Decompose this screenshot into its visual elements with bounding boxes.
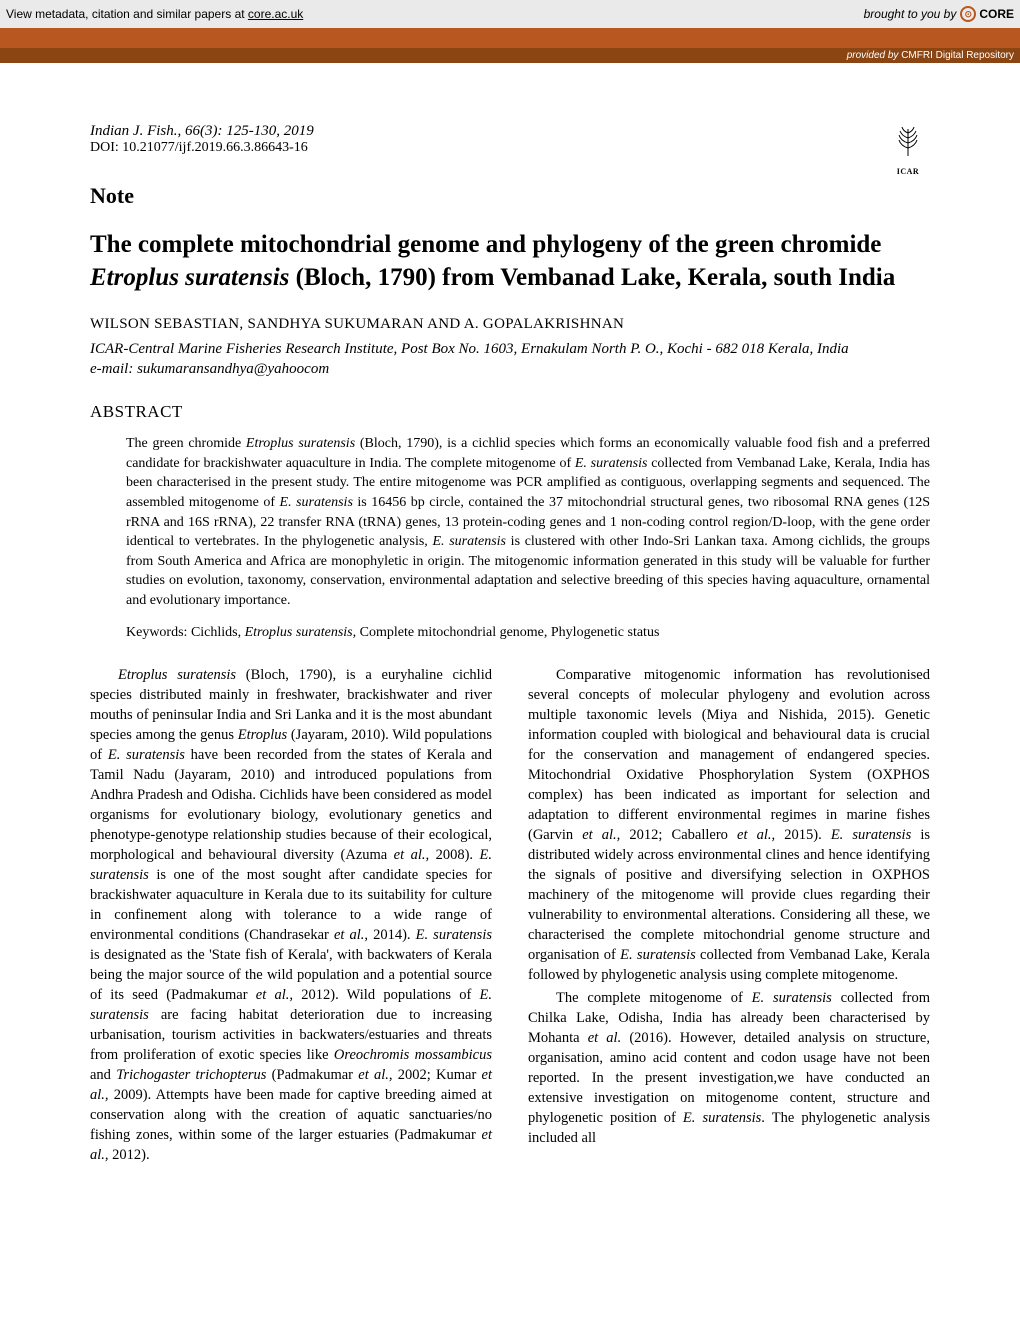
title-part1: The complete mitochondrial genome and ph… [90, 231, 881, 258]
rp1-c: 2012; Caballero [620, 827, 737, 843]
note-heading: Note [90, 183, 930, 209]
lp-x: 2002; Kumar [393, 1067, 482, 1083]
abs-sp3: E. suratensis [280, 495, 353, 510]
core-right-prefix: brought to you by [864, 7, 957, 21]
doi: DOI: 10.21077/ijf.2019.66.3.86643-16 [90, 140, 314, 156]
journal-citation: Indian J. Fish., 66(3): 125-130, 2019 [90, 123, 314, 140]
authors: WILSON SEBASTIAN, SANDHYA SUKUMARAN AND … [90, 316, 930, 333]
lp-m: E. suratensis [416, 927, 492, 943]
abs-sp4: E. suratensis [432, 534, 506, 549]
lp-f: have been recorded from the states of Ke… [90, 747, 492, 863]
kw-label: Keywords: [126, 625, 191, 640]
repo-line: provided by CMFRI Digital Repository [0, 48, 1020, 63]
right-column: Comparative mitogenomic information has … [528, 665, 930, 1168]
article-title: The complete mitochondrial genome and ph… [90, 229, 930, 294]
lp-t: and [90, 1067, 116, 1083]
core-banner-left: View metadata, citation and similar pape… [6, 7, 303, 21]
rp2-f: E. suratensis [683, 1110, 761, 1126]
title-part2: (Bloch, 1790) from Vembanad Lake, Kerala… [289, 264, 895, 291]
title-species: Etroplus suratensis [90, 264, 289, 291]
rp1-e: 2015). [775, 827, 831, 843]
journal-meta: Indian J. Fish., 66(3): 125-130, 2019 DO… [90, 123, 314, 156]
rp1-f: E. suratensis [831, 827, 911, 843]
abstract-body: The green chromide Etroplus suratensis (… [126, 434, 930, 610]
rp1-h: E. suratensis [620, 947, 696, 963]
header-row: Indian J. Fish., 66(3): 125-130, 2019 DO… [90, 123, 930, 173]
abs-sp1: Etroplus suratensis [246, 436, 355, 451]
lp-u: Trichogaster trichopterus [116, 1067, 266, 1083]
affiliation: ICAR-Central Marine Fisheries Research I… [90, 339, 930, 359]
core-banner: View metadata, citation and similar pape… [0, 0, 1020, 28]
icar-logo: ICAR [886, 123, 930, 173]
lp-l: 2014). [368, 927, 416, 943]
lp-o: et al., [256, 987, 293, 1003]
rp2-d: et al. [588, 1030, 622, 1046]
abstract-heading: ABSTRACT [90, 402, 930, 422]
rp1-a: Comparative mitogenomic information has … [528, 667, 930, 843]
wheat-icon [888, 121, 928, 167]
core-logo-icon: ⊙ [960, 6, 976, 22]
kw-sp: Etroplus suratensis, [245, 625, 357, 640]
lp-p: 2012). Wild populations of [293, 987, 479, 1003]
core-link[interactable]: core.ac.uk [248, 7, 303, 21]
lp-z: 2009). Attempts have been made for capti… [90, 1087, 492, 1143]
lp-h: 2008). [429, 847, 479, 863]
abs-t1: The green chromide [126, 436, 246, 451]
kw-1: Cichlids, [191, 625, 245, 640]
kw-2: Complete mitochondrial genome, Phylogene… [356, 625, 659, 640]
repo-name: CMFRI Digital Repository [901, 50, 1014, 61]
email: e-mail: sukumaransandhya@yahoocom [90, 361, 930, 378]
rp1-g: is distributed widely across environment… [528, 827, 930, 963]
right-p1: Comparative mitogenomic information has … [528, 665, 930, 985]
lp-e: E. suratensis [108, 747, 185, 763]
orange-bar [0, 28, 1020, 48]
rp1-b: et al., [582, 827, 620, 843]
core-banner-right: brought to you by ⊙ CORE [864, 6, 1014, 22]
page-body: Indian J. Fish., 66(3): 125-130, 2019 DO… [0, 63, 1020, 1198]
lp-ab: 2012). [109, 1147, 150, 1163]
abs-sp2: E. suratensis [575, 456, 648, 471]
lp-c: Etroplus [238, 727, 287, 743]
rp2-b: E. suratensis [752, 990, 832, 1006]
lp-w: et al., [358, 1067, 392, 1083]
right-p2: The complete mitogenome of E. suratensis… [528, 988, 930, 1148]
icar-text: ICAR [897, 167, 919, 176]
lp-k: et al., [334, 927, 368, 943]
repo-prefix: provided by [847, 50, 901, 61]
keywords: Keywords: Cichlids, Etroplus suratensis,… [126, 625, 930, 641]
core-left-text: View metadata, citation and similar pape… [6, 7, 248, 21]
core-logo-text: CORE [979, 7, 1014, 21]
lp-v: (Padmakumar [266, 1067, 358, 1083]
lp-g: et al., [394, 847, 429, 863]
left-p1: Etroplus suratensis (Bloch, 1790), is a … [90, 665, 492, 1165]
rp2-a: The complete mitogenome of [556, 990, 752, 1006]
core-logo[interactable]: ⊙ CORE [960, 6, 1014, 22]
body-columns: Etroplus suratensis (Bloch, 1790), is a … [90, 665, 930, 1168]
lp-s: Oreochromis mossambicus [334, 1047, 492, 1063]
left-column: Etroplus suratensis (Bloch, 1790), is a … [90, 665, 492, 1168]
rp1-d: et al., [737, 827, 775, 843]
lp-a: Etroplus suratensis [118, 667, 236, 683]
